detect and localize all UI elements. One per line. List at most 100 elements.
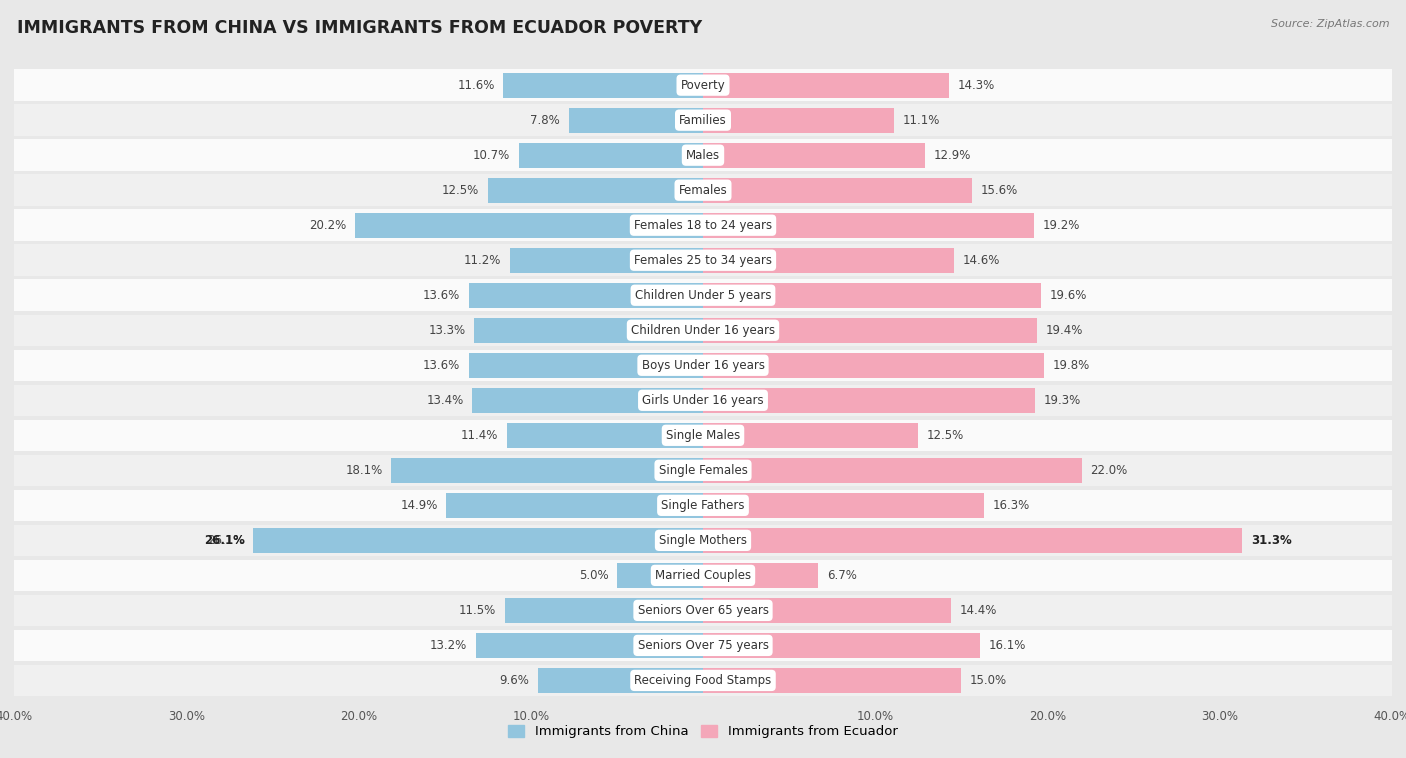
- Text: 9.6%: 9.6%: [499, 674, 529, 687]
- Text: 22.0%: 22.0%: [1091, 464, 1128, 477]
- Bar: [703, 598, 950, 623]
- Text: IMMIGRANTS FROM CHINA VS IMMIGRANTS FROM ECUADOR POVERTY: IMMIGRANTS FROM CHINA VS IMMIGRANTS FROM…: [17, 19, 702, 37]
- Bar: [474, 318, 703, 343]
- Text: 7.8%: 7.8%: [530, 114, 560, 127]
- Text: Single Mothers: Single Mothers: [659, 534, 747, 547]
- Bar: [703, 458, 1083, 483]
- Bar: [519, 143, 703, 168]
- Bar: [468, 283, 703, 308]
- Bar: [703, 423, 918, 448]
- Bar: [14, 139, 1392, 171]
- Text: Single Females: Single Females: [658, 464, 748, 477]
- Text: 11.5%: 11.5%: [460, 604, 496, 617]
- Text: Receiving Food Stamps: Receiving Food Stamps: [634, 674, 772, 687]
- Bar: [356, 212, 703, 238]
- Text: 12.9%: 12.9%: [934, 149, 972, 161]
- Text: Seniors Over 75 years: Seniors Over 75 years: [637, 639, 769, 652]
- Bar: [468, 352, 703, 378]
- Text: Single Fathers: Single Fathers: [661, 499, 745, 512]
- Text: 20.2%: 20.2%: [309, 219, 346, 232]
- Text: Boys Under 16 years: Boys Under 16 years: [641, 359, 765, 371]
- Text: 13.4%: 13.4%: [426, 394, 464, 407]
- Bar: [703, 73, 949, 98]
- Bar: [703, 668, 962, 693]
- Text: Females 18 to 24 years: Females 18 to 24 years: [634, 219, 772, 232]
- Bar: [472, 387, 703, 413]
- Legend: Immigrants from China, Immigrants from Ecuador: Immigrants from China, Immigrants from E…: [503, 719, 903, 744]
- Text: 13.6%: 13.6%: [423, 289, 460, 302]
- Bar: [391, 458, 703, 483]
- Bar: [703, 562, 818, 588]
- Bar: [703, 318, 1038, 343]
- Bar: [14, 420, 1392, 451]
- Bar: [14, 525, 1392, 556]
- Text: 11.4%: 11.4%: [461, 429, 498, 442]
- Bar: [253, 528, 703, 553]
- Text: Females 25 to 34 years: Females 25 to 34 years: [634, 254, 772, 267]
- Text: 16.3%: 16.3%: [993, 499, 1029, 512]
- Bar: [703, 387, 1035, 413]
- Bar: [703, 352, 1045, 378]
- Bar: [568, 108, 703, 133]
- Text: 18.1%: 18.1%: [346, 464, 382, 477]
- Text: 11.1%: 11.1%: [903, 114, 941, 127]
- Text: 19.3%: 19.3%: [1045, 394, 1081, 407]
- Text: Seniors Over 65 years: Seniors Over 65 years: [637, 604, 769, 617]
- Bar: [14, 594, 1392, 626]
- Text: 5.0%: 5.0%: [579, 569, 609, 582]
- Text: Children Under 16 years: Children Under 16 years: [631, 324, 775, 337]
- Text: 16.1%: 16.1%: [988, 639, 1026, 652]
- Text: 12.5%: 12.5%: [441, 183, 479, 196]
- Bar: [14, 384, 1392, 416]
- Text: 31.3%: 31.3%: [1251, 534, 1292, 547]
- Text: 11.2%: 11.2%: [464, 254, 502, 267]
- Bar: [14, 665, 1392, 696]
- Bar: [617, 562, 703, 588]
- Bar: [14, 174, 1392, 206]
- Text: 14.3%: 14.3%: [957, 79, 995, 92]
- Bar: [703, 493, 984, 518]
- Text: 13.2%: 13.2%: [430, 639, 467, 652]
- Text: 15.0%: 15.0%: [970, 674, 1007, 687]
- Bar: [703, 143, 925, 168]
- Bar: [703, 283, 1040, 308]
- Bar: [475, 633, 703, 658]
- Text: 26.1%: 26.1%: [208, 534, 245, 547]
- Bar: [510, 248, 703, 273]
- Bar: [14, 245, 1392, 276]
- Text: 14.9%: 14.9%: [401, 499, 437, 512]
- Text: 19.2%: 19.2%: [1042, 219, 1080, 232]
- Bar: [14, 630, 1392, 661]
- Bar: [446, 493, 703, 518]
- Text: Source: ZipAtlas.com: Source: ZipAtlas.com: [1271, 19, 1389, 29]
- Bar: [506, 423, 703, 448]
- Text: 19.6%: 19.6%: [1049, 289, 1087, 302]
- Text: 14.6%: 14.6%: [963, 254, 1001, 267]
- Bar: [14, 315, 1392, 346]
- Bar: [703, 633, 980, 658]
- Text: Married Couples: Married Couples: [655, 569, 751, 582]
- Text: Single Males: Single Males: [666, 429, 740, 442]
- Bar: [703, 212, 1033, 238]
- Text: 19.8%: 19.8%: [1053, 359, 1090, 371]
- Text: 19.4%: 19.4%: [1046, 324, 1083, 337]
- Bar: [14, 105, 1392, 136]
- Text: 11.6%: 11.6%: [457, 79, 495, 92]
- Text: 26.1%: 26.1%: [204, 534, 245, 547]
- Bar: [703, 528, 1241, 553]
- Text: Families: Families: [679, 114, 727, 127]
- Bar: [488, 177, 703, 203]
- Bar: [703, 248, 955, 273]
- Bar: [14, 455, 1392, 486]
- Text: 6.7%: 6.7%: [827, 569, 856, 582]
- Bar: [503, 73, 703, 98]
- Text: Poverty: Poverty: [681, 79, 725, 92]
- Text: 12.5%: 12.5%: [927, 429, 965, 442]
- Bar: [537, 668, 703, 693]
- Bar: [703, 108, 894, 133]
- Text: Girls Under 16 years: Girls Under 16 years: [643, 394, 763, 407]
- Text: Females: Females: [679, 183, 727, 196]
- Text: 13.6%: 13.6%: [423, 359, 460, 371]
- Bar: [14, 280, 1392, 311]
- Bar: [14, 70, 1392, 101]
